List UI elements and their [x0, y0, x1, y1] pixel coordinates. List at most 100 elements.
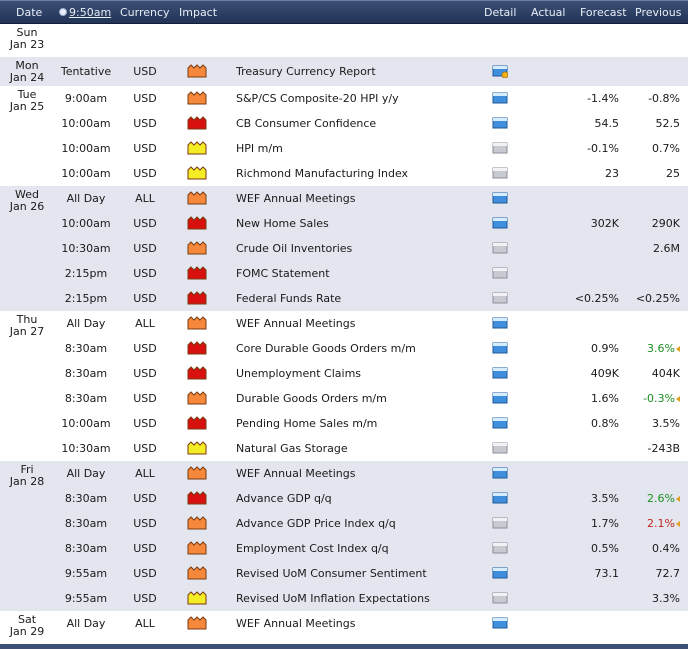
detail-blue-icon[interactable]: [492, 91, 508, 105]
event-title[interactable]: WEF Annual Meetings: [236, 617, 356, 630]
event-row[interactable]: 10:00am USD New Home Sales 302K 290K: [0, 211, 688, 236]
impact-high-icon[interactable]: [187, 116, 207, 130]
event-title[interactable]: HPI m/m: [236, 142, 283, 155]
detail-blue-icon[interactable]: [492, 466, 508, 480]
detail-gray-icon[interactable]: [492, 141, 508, 155]
event-title[interactable]: Crude Oil Inventories: [236, 242, 353, 255]
impact-high-icon[interactable]: [187, 366, 207, 380]
event-row[interactable]: 8:30am USD Durable Goods Orders m/m 1.6% -0.…: [0, 386, 688, 411]
detail-blue-icon[interactable]: [492, 316, 508, 330]
impact-high-icon[interactable]: [187, 491, 207, 505]
event-forecast: 0.9%: [591, 342, 619, 355]
event-row[interactable]: All Day ALL WEF Annual Meetings: [0, 186, 688, 211]
event-row[interactable]: 2:15pm USD FOMC Statement: [0, 261, 688, 286]
detail-blue-icon[interactable]: [492, 566, 508, 580]
event-title[interactable]: S&P/CS Composite-20 HPI y/y: [236, 92, 399, 105]
event-row[interactable]: 8:30am USD Employment Cost Index q/q 0.5% 0.…: [0, 536, 688, 561]
event-title[interactable]: WEF Annual Meetings: [236, 467, 356, 480]
detail-gray-icon[interactable]: [492, 441, 508, 455]
detail-blue-icon[interactable]: [492, 64, 508, 78]
col-time[interactable]: 9:50am: [59, 6, 111, 19]
impact-medium-icon[interactable]: [187, 566, 207, 580]
impact-low-icon[interactable]: [187, 141, 207, 155]
event-row[interactable]: 8:30am USD Core Durable Goods Orders m/m 0.…: [0, 336, 688, 361]
event-title[interactable]: Unemployment Claims: [236, 367, 362, 380]
event-row[interactable]: 10:00am USD Pending Home Sales m/m 0.8% 3.5%: [0, 411, 688, 436]
event-row[interactable]: 10:30am USD Crude Oil Inventories 2.6M: [0, 236, 688, 261]
detail-blue-icon[interactable]: [492, 341, 508, 355]
detail-gray-icon[interactable]: [492, 241, 508, 255]
event-row[interactable]: 10:30am USD Natural Gas Storage -243B: [0, 436, 688, 461]
event-title[interactable]: Revised UoM Consumer Sentiment: [236, 567, 427, 580]
event-currency: USD: [133, 492, 157, 505]
time-link[interactable]: 9:50am: [69, 6, 112, 19]
event-row[interactable]: All Day ALL WEF Annual Meetings: [0, 461, 688, 486]
detail-blue-icon[interactable]: [492, 416, 508, 430]
event-title[interactable]: Employment Cost Index q/q: [236, 542, 389, 555]
event-row[interactable]: 8:30am USD Advance GDP q/q 3.5% 2.6%: [0, 486, 688, 511]
event-time: 2:15pm: [64, 267, 108, 280]
impact-medium-icon[interactable]: [187, 91, 207, 105]
event-title[interactable]: Advance GDP Price Index q/q: [236, 517, 396, 530]
impact-medium-icon[interactable]: [187, 391, 207, 405]
event-row[interactable]: 10:00am USD HPI m/m -0.1% 0.7%: [0, 136, 688, 161]
event-title[interactable]: Pending Home Sales m/m: [236, 417, 378, 430]
impact-high-icon[interactable]: [187, 266, 207, 280]
event-title[interactable]: CB Consumer Confidence: [236, 117, 377, 130]
detail-blue-icon[interactable]: [492, 216, 508, 230]
event-currency: USD: [133, 542, 157, 555]
impact-medium-icon[interactable]: [187, 64, 207, 78]
detail-blue-icon[interactable]: [492, 391, 508, 405]
impact-low-icon[interactable]: [187, 441, 207, 455]
detail-gray-icon[interactable]: [492, 166, 508, 180]
impact-medium-icon[interactable]: [187, 241, 207, 255]
event-row[interactable]: 8:30am USD Advance GDP Price Index q/q 1.7%…: [0, 511, 688, 536]
event-title[interactable]: WEF Annual Meetings: [236, 317, 356, 330]
detail-blue-icon[interactable]: [492, 366, 508, 380]
event-title[interactable]: FOMC Statement: [236, 267, 330, 280]
impact-medium-icon[interactable]: [187, 466, 207, 480]
event-title[interactable]: Richmond Manufacturing Index: [236, 167, 409, 180]
event-row[interactable]: 10:00am USD CB Consumer Confidence 54.5 52.5: [0, 111, 688, 136]
event-title[interactable]: Core Durable Goods Orders m/m: [236, 342, 416, 355]
event-title[interactable]: Advance GDP q/q: [236, 492, 332, 505]
detail-blue-icon[interactable]: [492, 491, 508, 505]
event-row[interactable]: 8:30am USD Unemployment Claims 409K 404K: [0, 361, 688, 386]
detail-gray-icon[interactable]: [492, 291, 508, 305]
impact-low-icon[interactable]: [187, 591, 207, 605]
impact-medium-icon[interactable]: [187, 616, 207, 630]
col-date[interactable]: Date: [16, 6, 43, 19]
event-title[interactable]: Natural Gas Storage: [236, 442, 348, 455]
detail-blue-icon[interactable]: [492, 116, 508, 130]
detail-gray-icon[interactable]: [492, 541, 508, 555]
impact-medium-icon[interactable]: [187, 191, 207, 205]
event-title[interactable]: Treasury Currency Report: [236, 65, 376, 78]
impact-high-icon[interactable]: [187, 291, 207, 305]
event-title[interactable]: Revised UoM Inflation Expectations: [236, 592, 430, 605]
event-row[interactable]: 2:15pm USD Federal Funds Rate <0.25% <0.25%: [0, 286, 688, 311]
event-title[interactable]: Federal Funds Rate: [236, 292, 342, 305]
detail-blue-icon[interactable]: [492, 191, 508, 205]
day-label: Wed Jan 26: [0, 189, 54, 213]
detail-gray-icon[interactable]: [492, 516, 508, 530]
event-row[interactable]: Tentative USD Treasury Currency Report: [0, 59, 688, 84]
event-row[interactable]: 9:00am USD S&P/CS Composite-20 HPI y/y -1.4…: [0, 86, 688, 111]
detail-gray-icon[interactable]: [492, 591, 508, 605]
event-row[interactable]: 10:00am USD Richmond Manufacturing Index 23…: [0, 161, 688, 186]
impact-high-icon[interactable]: [187, 216, 207, 230]
event-row[interactable]: All Day ALL WEF Annual Meetings: [0, 611, 688, 636]
impact-low-icon[interactable]: [187, 166, 207, 180]
impact-medium-icon[interactable]: [187, 316, 207, 330]
impact-medium-icon[interactable]: [187, 516, 207, 530]
event-row[interactable]: 9:55am USD Revised UoM Inflation Expectati…: [0, 586, 688, 611]
event-title[interactable]: New Home Sales: [236, 217, 329, 230]
impact-high-icon[interactable]: [187, 416, 207, 430]
event-title[interactable]: Durable Goods Orders m/m: [236, 392, 387, 405]
event-row[interactable]: 9:55am USD Revised UoM Consumer Sentiment 7…: [0, 561, 688, 586]
detail-blue-icon[interactable]: [492, 616, 508, 630]
event-title[interactable]: WEF Annual Meetings: [236, 192, 356, 205]
event-row[interactable]: All Day ALL WEF Annual Meetings: [0, 311, 688, 336]
detail-gray-icon[interactable]: [492, 266, 508, 280]
impact-medium-icon[interactable]: [187, 541, 207, 555]
impact-high-icon[interactable]: [187, 341, 207, 355]
